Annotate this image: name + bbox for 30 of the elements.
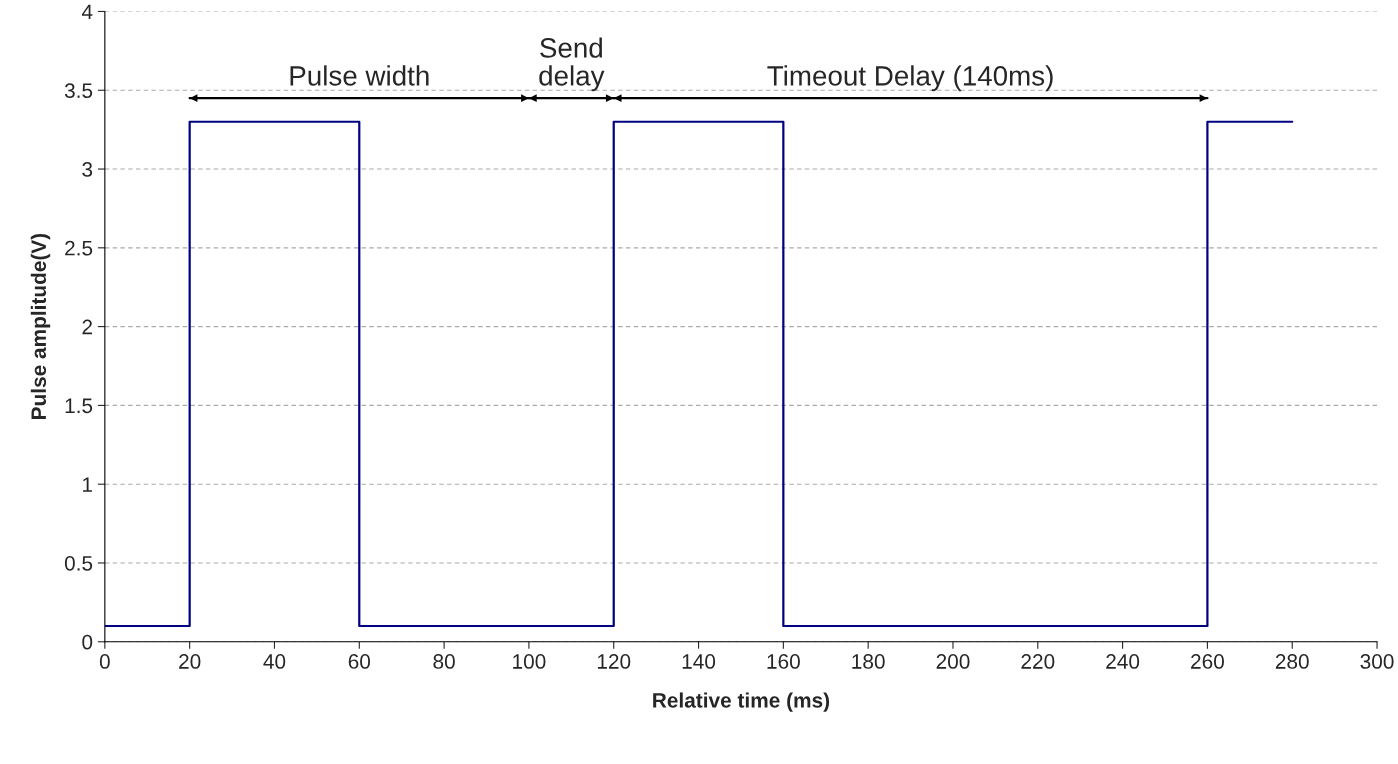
y-tick-label: 1.5: [65, 398, 93, 414]
x-tick-label: 100: [513, 654, 546, 669]
x-tick-label: 40: [263, 654, 286, 669]
x-tick-label: 20: [179, 654, 201, 669]
x-tick-label: 60: [348, 654, 371, 669]
x-tick-label: 200: [936, 654, 970, 669]
x-tick-label: 240: [1106, 654, 1140, 669]
annotation: Timeout Delay (140ms): [767, 65, 1053, 92]
y-tick-label: 4: [81, 4, 93, 20]
x-tick-label: 160: [767, 654, 800, 669]
x-tick-label: 140: [682, 654, 716, 669]
x-tick-label: 300: [1360, 654, 1394, 669]
y-tick-label: 1: [83, 477, 93, 492]
y-tick-label: 3: [82, 162, 93, 177]
annotation: Pulse width: [290, 65, 429, 86]
x-tick-label: 180: [852, 654, 885, 669]
x-tick-label: 220: [1021, 654, 1055, 669]
x-tick-label: 260: [1191, 654, 1224, 669]
x-tick-label: 80: [433, 654, 455, 669]
x-tick-label: 0: [99, 654, 110, 669]
y-axis-title: Pulse amplitude(V): [30, 233, 51, 419]
x-tick-label: 120: [597, 654, 631, 669]
x-axis-title: Relative time (ms): [653, 692, 830, 712]
annotation: Send delay: [539, 37, 605, 92]
y-tick-label: 0.5: [64, 555, 93, 571]
y-tick-label: 0: [82, 634, 93, 650]
x-tick-label: 280: [1275, 654, 1309, 669]
y-tick-label: 3.5: [64, 83, 93, 98]
y-tick-label: 2.5: [65, 240, 93, 256]
y-tick-label: 2: [82, 319, 92, 335]
